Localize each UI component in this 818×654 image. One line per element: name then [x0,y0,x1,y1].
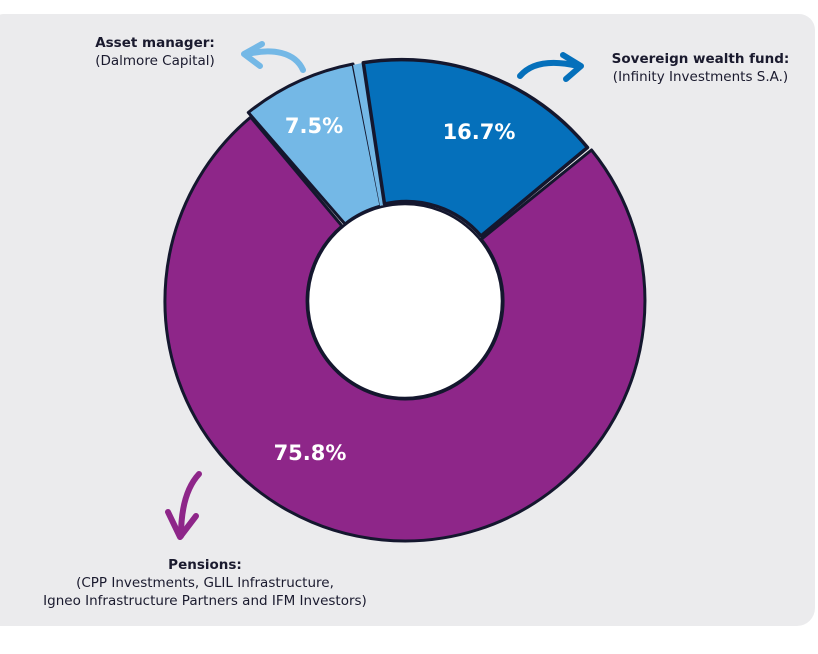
sovereign-label: Sovereign wealth fund: (Infinity Investm… [588,50,813,86]
pensions-title: Pensions: [168,557,242,573]
asset-manager-detail: (Dalmore Capital) [95,53,215,69]
sovereign-title: Sovereign wealth fund: [611,51,790,67]
pensions-label: Pensions: (CPP Investments, GLIL Infrast… [0,556,410,610]
donut-hole [306,202,504,400]
sovereign-pct: 16.7% [443,120,516,144]
sovereign-detail: (Infinity Investments S.A.) [612,69,789,85]
pensions-detail-line-1: (CPP Investments, GLIL Infrastructure, [76,575,334,591]
asset-manager-pct: 7.5% [285,114,343,138]
pensions-detail-line-2: Igneo Infrastructure Partners and IFM In… [43,593,367,609]
asset-manager-label: Asset manager: (Dalmore Capital) [60,34,250,70]
asset-manager-title: Asset manager: [95,35,215,51]
sovereign-segment [361,57,590,238]
asset-manager-arrow-icon [241,41,306,73]
sovereign-arrow-icon [517,52,584,82]
asset-manager-sliver [353,63,384,206]
pensions-arrow-icon [165,471,202,540]
pensions-pct: 75.8% [274,441,347,465]
